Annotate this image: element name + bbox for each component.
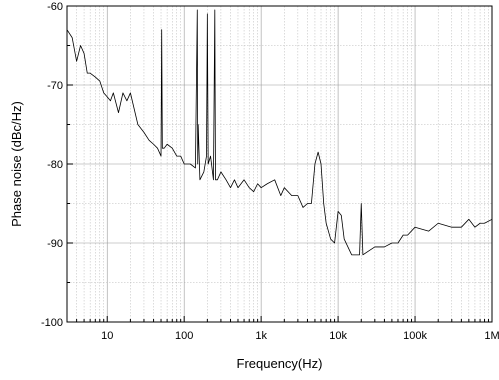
series-line: [66, 9, 493, 256]
x-tick-label: 1M: [484, 330, 499, 342]
x-tick-label: 10k: [329, 330, 347, 342]
y-tick-label: -60: [47, 1, 63, 13]
series-layer: [66, 9, 493, 256]
y-axis-title: Phase noise (dBc/Hz): [9, 101, 24, 227]
y-tick-label: -80: [47, 159, 63, 171]
grid-lines: [67, 6, 492, 322]
x-tick-label: 1k: [255, 330, 267, 342]
y-tick-label: -70: [47, 80, 63, 92]
x-tick-label: 100k: [403, 330, 427, 342]
y-tick-labels: -60 -70 -80 -90 -100: [41, 1, 63, 329]
y-tick-label: -100: [41, 317, 63, 329]
x-axis-title: Frequency(Hz): [237, 356, 323, 371]
x-tick-label: 100: [175, 330, 193, 342]
y-tick-label: -90: [47, 238, 63, 250]
x-tick-label: 10: [101, 330, 113, 342]
axis-ticks: [67, 5, 493, 323]
x-tick-labels: 10 100 1k 10k 100k 1M: [101, 330, 499, 342]
